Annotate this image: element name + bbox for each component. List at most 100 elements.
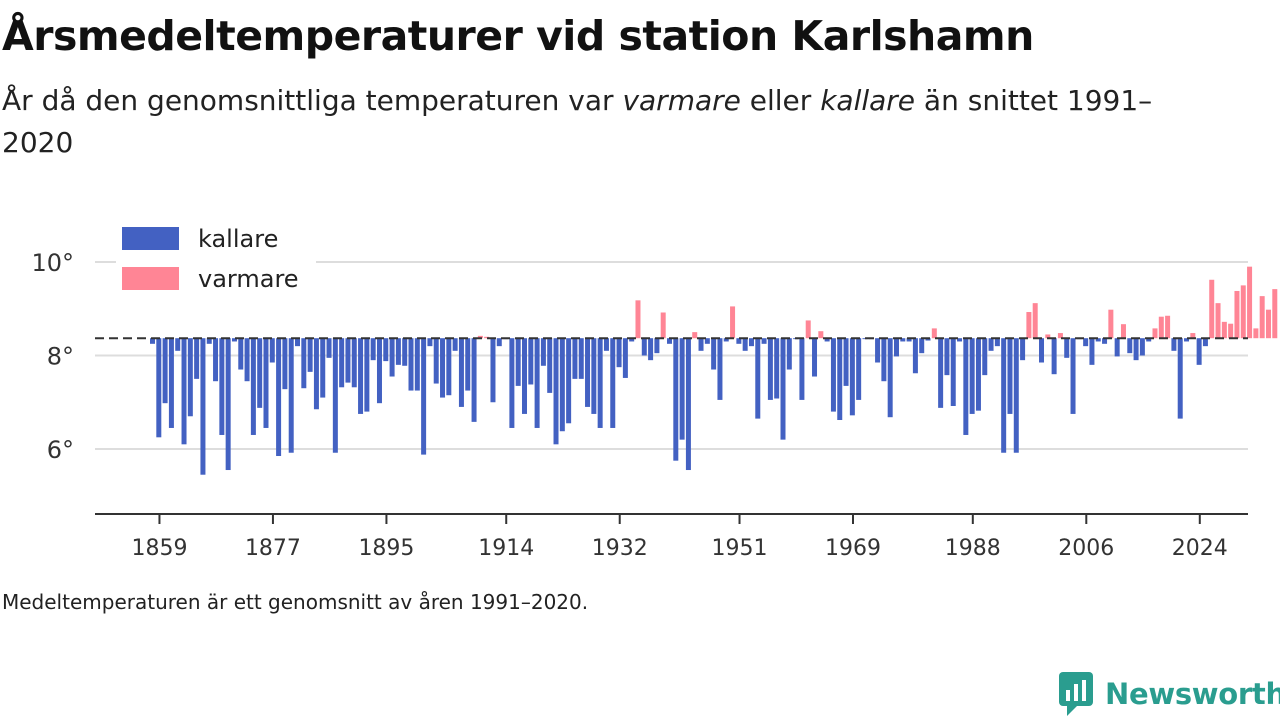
bar-1882	[301, 338, 307, 389]
bar-1876	[263, 338, 269, 428]
bar-1867	[206, 338, 212, 344]
chart-subtitle: År då den genomsnittliga temperaturen va…	[2, 80, 1202, 164]
bar-2030	[1234, 290, 1240, 339]
bar-1918	[528, 338, 534, 385]
bar-2008	[1095, 338, 1101, 342]
bar-1873	[244, 338, 250, 382]
legend-swatch-colder	[122, 227, 179, 250]
bar-1959	[786, 338, 792, 370]
bar-2025	[1202, 338, 1208, 347]
bar-1916	[515, 338, 521, 386]
y-tick-label: 10°	[31, 249, 74, 277]
bar-1863	[181, 338, 187, 445]
bar-1977	[900, 338, 906, 342]
bar-2021	[1177, 338, 1183, 419]
bar-1976	[893, 338, 899, 357]
bar-2024	[1196, 338, 1202, 365]
bar-1979	[912, 338, 918, 374]
legend-swatch-warmer	[122, 267, 179, 290]
subtitle-text-middle: eller	[740, 84, 821, 117]
bar-1878	[276, 338, 282, 457]
x-tick-label: 2024	[1172, 536, 1228, 561]
bar-1879	[282, 338, 288, 390]
bar-1995	[1013, 338, 1019, 453]
bar-1994	[1007, 338, 1013, 414]
bar-1891	[358, 338, 364, 414]
bar-1993	[1001, 338, 1007, 453]
bar-1872	[238, 338, 244, 370]
bar-1954	[755, 338, 761, 419]
bar-1955	[761, 338, 767, 344]
bar-1862	[175, 338, 181, 351]
bar-1931	[610, 338, 616, 428]
bar-1904	[440, 338, 446, 398]
bar-1919	[534, 338, 540, 428]
bar-1936	[641, 338, 647, 356]
bar-1982	[931, 328, 937, 339]
bar-1917	[522, 338, 527, 414]
bar-1880	[288, 338, 294, 453]
bar-1899	[408, 338, 414, 391]
bar-1999	[1039, 338, 1045, 363]
bar-2020	[1171, 338, 1177, 351]
bar-1940	[667, 338, 673, 344]
bar-1896	[389, 338, 395, 377]
bar-1928	[591, 338, 597, 414]
bar-1967	[837, 338, 843, 421]
bar-1866	[200, 338, 206, 475]
bar-2011	[1114, 338, 1120, 357]
bar-1948	[717, 338, 723, 400]
bar-1920	[540, 338, 546, 366]
bar-1934	[629, 338, 635, 342]
bar-1892	[364, 338, 370, 412]
bar-1910	[477, 335, 483, 339]
bar-1971	[862, 338, 868, 340]
bar-2006	[1083, 338, 1089, 347]
subtitle-text-end: än snittet 1991–2020	[2, 84, 1153, 159]
bar-1864	[187, 338, 193, 417]
bar-1871	[231, 338, 237, 342]
bar-1945	[698, 338, 704, 351]
subtitle-text-start: År då den genomsnittliga temperaturen va…	[2, 84, 623, 117]
bar-1889	[345, 338, 351, 383]
bar-1908	[465, 338, 471, 391]
bar-1895	[383, 338, 389, 362]
bar-1888	[339, 338, 345, 388]
bar-1859	[156, 338, 162, 438]
bar-1930	[603, 338, 609, 351]
x-tick-label: 1988	[945, 536, 1001, 561]
bar-2027	[1215, 303, 1221, 339]
bar-1969	[849, 338, 855, 416]
bar-1958	[780, 338, 786, 440]
bar-1870	[225, 338, 231, 471]
bar-1984	[944, 338, 950, 376]
bar-1980	[919, 338, 925, 354]
bar-1966	[830, 338, 836, 412]
bar-1989	[975, 338, 981, 411]
bar-2029	[1228, 323, 1234, 339]
bar-1947	[711, 338, 717, 370]
bar-1933	[622, 338, 628, 378]
bar-1985	[950, 338, 956, 406]
bar-1950	[730, 306, 736, 339]
bar-1861	[168, 338, 174, 428]
bar-1938	[654, 338, 660, 354]
bar-1992	[994, 338, 1000, 347]
bar-2018	[1158, 316, 1164, 339]
bar-1978	[906, 338, 912, 342]
bar-2012	[1120, 324, 1126, 339]
bar-1902	[427, 338, 433, 347]
bar-1881	[295, 338, 301, 347]
subtitle-warmer-word: varmare	[622, 84, 741, 117]
bar-2016	[1146, 338, 1152, 342]
bar-1887	[332, 338, 338, 453]
bar-1987	[963, 338, 969, 435]
x-tick-label: 1932	[592, 536, 648, 561]
y-axis-labels: 6° 8° 10°	[31, 249, 74, 464]
x-tick-label: 2006	[1058, 536, 1114, 561]
bar-1963	[812, 338, 818, 377]
bar-1898	[402, 338, 408, 366]
bar-2002	[1057, 333, 1063, 339]
bar-1990	[982, 338, 988, 376]
newsworthy-logo: Newsworthy	[1059, 672, 1280, 716]
